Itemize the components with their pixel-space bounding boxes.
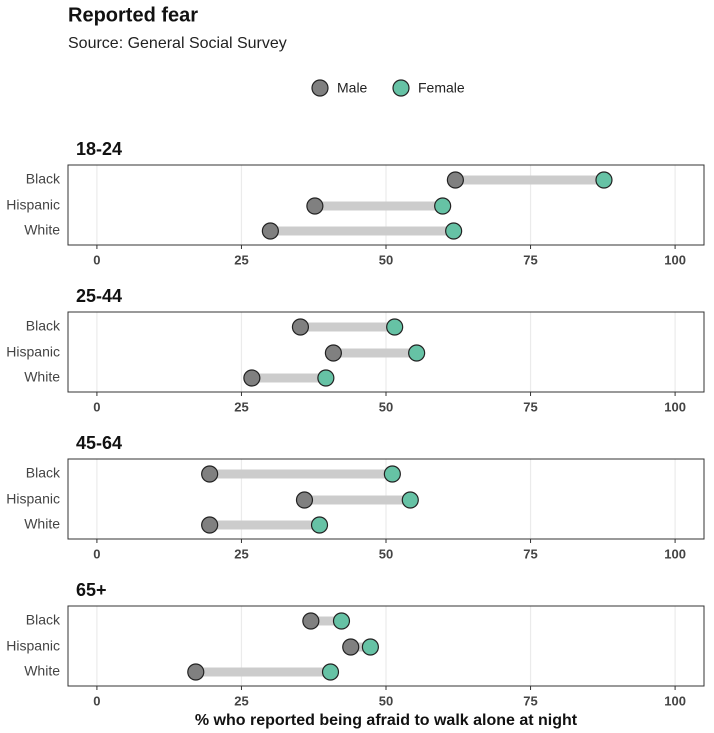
dot <box>321 663 340 681</box>
dot <box>386 318 404 336</box>
y-tick-label: Black <box>26 171 61 187</box>
panel-border <box>67 458 705 540</box>
dot <box>445 222 463 240</box>
dot <box>434 197 452 215</box>
x-axis-label: % who reported being afraid to walk alon… <box>195 712 578 729</box>
x-tick-label: 25 <box>234 252 248 267</box>
dot <box>408 344 426 362</box>
x-tick-label: 0 <box>93 252 100 267</box>
legend-label: Male <box>337 80 368 96</box>
x-tick-label: 50 <box>379 252 393 267</box>
panel-title: 65+ <box>76 580 107 600</box>
dot <box>187 663 205 681</box>
y-tick-label: White <box>24 222 60 238</box>
dot <box>310 516 329 534</box>
y-tick-label: Hispanic <box>6 491 60 507</box>
x-tick-label: 0 <box>93 693 100 708</box>
dot <box>201 516 219 534</box>
legend-swatch <box>311 79 329 97</box>
dot <box>317 369 335 387</box>
dot <box>306 197 324 215</box>
dot <box>261 222 279 240</box>
y-tick-label: Hispanic <box>6 197 60 213</box>
x-tick-label: 25 <box>234 693 248 708</box>
panel-title: 18-24 <box>76 139 122 159</box>
dot <box>243 369 261 387</box>
x-tick-label: 100 <box>664 399 686 414</box>
dot <box>446 171 464 189</box>
dot <box>342 638 360 656</box>
dot <box>201 465 219 483</box>
panel-title: 45-64 <box>76 433 122 453</box>
x-tick-label: 100 <box>664 252 686 267</box>
dot <box>383 465 401 483</box>
dot <box>595 171 613 189</box>
dot <box>295 491 314 509</box>
chart-subtitle: Source: General Social Survey <box>68 35 287 52</box>
panel-title: 25-44 <box>76 286 122 306</box>
legend-swatch <box>392 79 410 97</box>
y-tick-label: White <box>24 516 60 532</box>
y-tick-label: Black <box>26 465 61 481</box>
y-tick-label: Hispanic <box>6 344 60 360</box>
x-tick-label: 50 <box>379 546 393 561</box>
y-tick-label: White <box>24 663 60 679</box>
x-tick-label: 50 <box>379 693 393 708</box>
x-tick-label: 75 <box>523 399 537 414</box>
y-tick-label: Black <box>26 612 61 628</box>
panel-border <box>67 311 705 393</box>
dot <box>291 318 310 336</box>
x-tick-label: 25 <box>234 399 248 414</box>
x-tick-label: 100 <box>664 546 686 561</box>
chart-title: Reported fear <box>68 4 198 26</box>
panel-border <box>67 605 705 687</box>
y-tick-label: Hispanic <box>6 638 60 654</box>
x-tick-label: 100 <box>664 693 686 708</box>
x-tick-label: 50 <box>379 399 393 414</box>
dot <box>332 612 351 630</box>
panel-border <box>67 164 705 246</box>
x-tick-label: 0 <box>93 399 100 414</box>
legend-label: Female <box>418 80 465 96</box>
x-tick-label: 75 <box>523 546 537 561</box>
y-tick-label: White <box>24 369 60 385</box>
dot <box>302 612 320 630</box>
x-tick-label: 0 <box>93 546 100 561</box>
dot <box>401 491 419 509</box>
dot <box>324 344 342 362</box>
x-tick-label: 25 <box>234 546 248 561</box>
dot <box>361 638 379 656</box>
x-tick-label: 75 <box>523 693 537 708</box>
x-tick-label: 75 <box>523 252 537 267</box>
y-tick-label: Black <box>26 318 61 334</box>
